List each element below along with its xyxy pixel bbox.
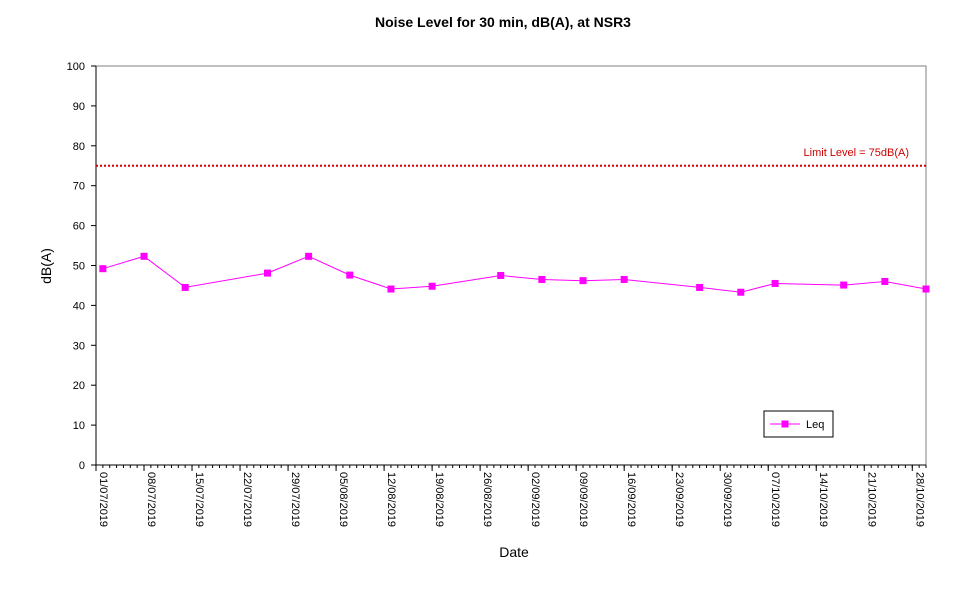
x-tick-label: 30/09/2019 <box>721 472 733 527</box>
x-tick-label: 02/09/2019 <box>529 472 541 527</box>
y-tick-label: 20 <box>73 380 85 392</box>
x-tick-label: 08/07/2019 <box>145 472 157 527</box>
data-point <box>140 252 148 260</box>
x-tick-label: 12/08/2019 <box>385 472 397 527</box>
data-point <box>99 265 107 273</box>
plot-area <box>95 65 927 466</box>
x-tick-label: 09/09/2019 <box>577 472 589 527</box>
x-tick-label: 16/09/2019 <box>625 472 637 527</box>
legend-marker <box>781 420 789 428</box>
x-tick-label: 15/07/2019 <box>193 472 205 527</box>
data-point <box>771 279 779 287</box>
legend-label: Leq <box>806 419 824 431</box>
data-point <box>181 283 189 291</box>
series-line-leq <box>102 255 927 293</box>
y-tick-label: 30 <box>73 340 85 352</box>
data-point <box>428 282 436 290</box>
plot-frame <box>95 65 927 466</box>
data-point <box>840 281 848 289</box>
x-axis-title: Date <box>499 544 529 560</box>
x-tick-label: 14/10/2019 <box>817 472 829 527</box>
x-tick-label: 07/10/2019 <box>769 472 781 527</box>
x-tick-label: 01/07/2019 <box>97 472 109 527</box>
y-tick-label: 80 <box>73 141 85 153</box>
data-point <box>538 275 546 283</box>
y-tick-label: 90 <box>73 101 85 113</box>
x-tick-label: 22/07/2019 <box>241 472 253 527</box>
data-point <box>346 271 354 279</box>
x-tick-label: 05/08/2019 <box>337 472 349 527</box>
data-point <box>696 283 704 291</box>
x-tick-label: 19/08/2019 <box>433 472 445 527</box>
data-point <box>737 288 745 296</box>
data-point <box>263 269 271 277</box>
data-point <box>881 277 889 285</box>
y-tick-label: 10 <box>73 420 85 432</box>
data-point <box>620 275 628 283</box>
x-tick-label: 21/10/2019 <box>865 472 877 527</box>
y-tick-label: 60 <box>73 221 85 233</box>
y-tick-label: 40 <box>73 300 85 312</box>
data-point <box>387 285 395 293</box>
x-tick-label: 23/09/2019 <box>673 472 685 527</box>
series-group <box>99 252 930 296</box>
y-tick-label: 100 <box>67 61 85 73</box>
y-tick-label: 70 <box>73 181 85 193</box>
data-point <box>497 271 505 279</box>
chart-title: Noise Level for 30 min, dB(A), at NSR3 <box>375 14 631 30</box>
data-point <box>579 277 587 285</box>
x-tick-label: 29/07/2019 <box>289 472 301 527</box>
x-tick-label: 26/08/2019 <box>481 472 493 527</box>
y-axis-title: dB(A) <box>38 248 54 284</box>
y-tick-label: 0 <box>79 460 85 472</box>
limit-line-group: Limit Level = 75dB(A) <box>96 147 926 167</box>
y-tick-label: 50 <box>73 261 85 273</box>
limit-line-label: Limit Level = 75dB(A) <box>804 147 909 159</box>
data-point <box>922 285 930 293</box>
data-point <box>305 252 313 260</box>
y-axis: 0 10 20 30 40 50 60 70 80 90 100 <box>67 61 97 472</box>
legend: Leq <box>763 410 834 438</box>
x-tick-label: 28/10/2019 <box>913 472 925 527</box>
x-axis: 01/07/2019 08/07/2019 15/07/2019 22/07/2019… <box>95 464 927 527</box>
